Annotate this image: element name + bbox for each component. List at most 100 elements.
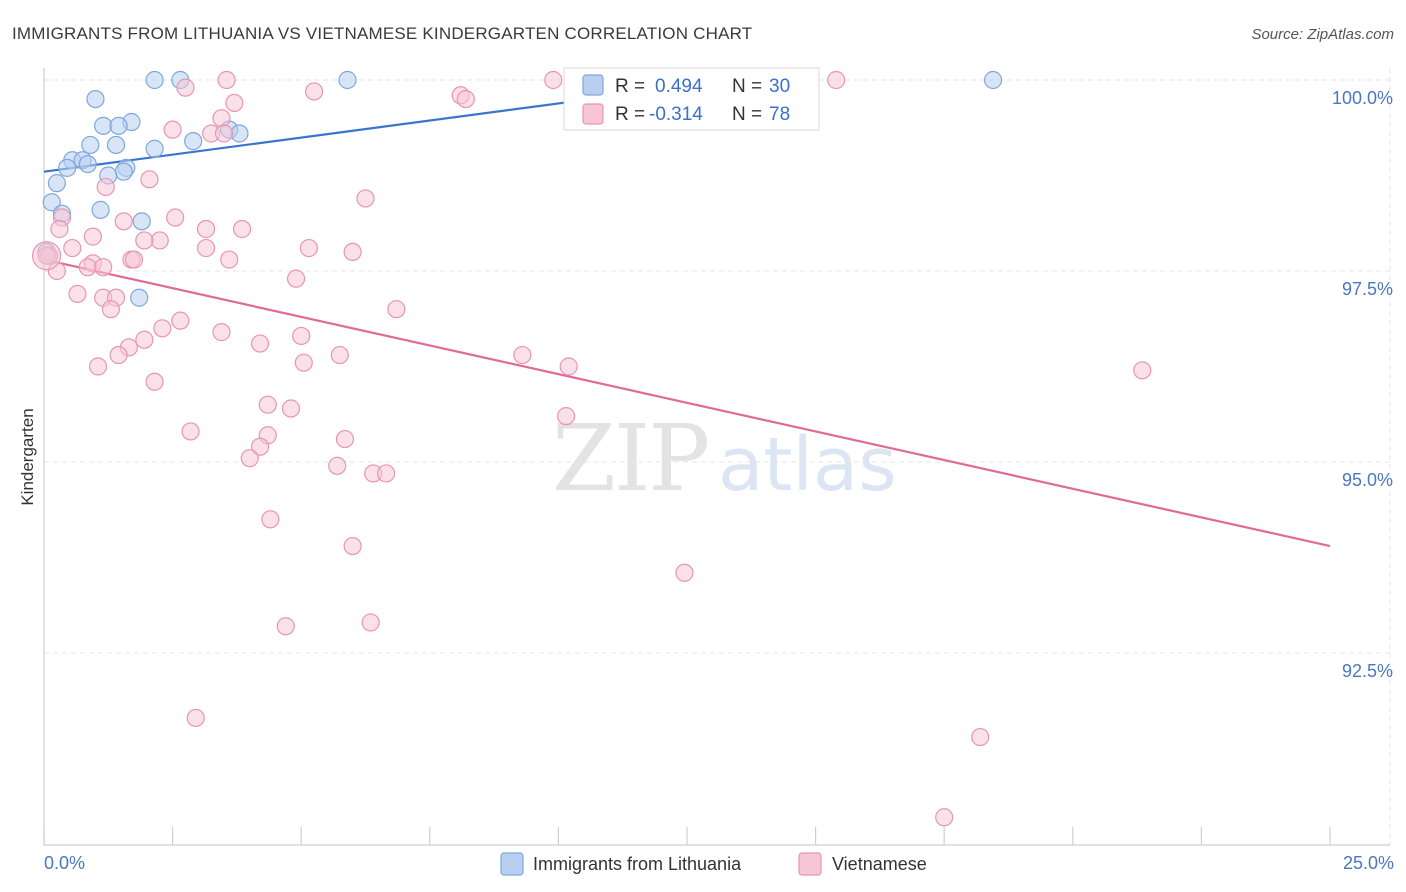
point-vietnamese <box>212 323 231 342</box>
y-tick-label-97-5: 97.5% <box>1342 279 1393 299</box>
stats-legend-r-value-pink: -0.314 <box>649 104 703 125</box>
point-vietnamese <box>240 449 259 468</box>
point-lithuania <box>230 124 249 143</box>
point-vietnamese <box>1133 361 1152 380</box>
point-lithuania <box>86 89 105 109</box>
point-vietnamese <box>935 808 954 827</box>
point-vietnamese <box>63 238 82 258</box>
stats-legend-box <box>563 67 820 131</box>
point-vietnamese <box>232 219 252 239</box>
stats-legend-n-label-pink: N = <box>732 104 762 125</box>
point-vietnamese <box>250 334 270 353</box>
stats-legend-n-value-pink: 78 <box>769 104 790 125</box>
point-vietnamese <box>276 617 295 636</box>
point-vietnamese <box>220 250 239 269</box>
point-vietnamese <box>299 238 319 258</box>
point-vietnamese <box>88 357 108 376</box>
point-lithuania <box>47 174 66 193</box>
point-vietnamese <box>50 219 69 239</box>
point-vietnamese <box>544 70 563 90</box>
point-lithuania <box>130 288 149 307</box>
point-vietnamese <box>971 727 990 747</box>
point-vietnamese <box>217 70 236 90</box>
series-legend: Immigrants from Lithuania Vietnamese <box>500 852 927 876</box>
point-vietnamese <box>181 422 200 441</box>
y-tick-label-100: 100.0% <box>1332 88 1393 108</box>
point-lithuania <box>78 154 97 174</box>
grid-layer <box>44 68 1391 845</box>
point-lithuania <box>106 135 126 155</box>
stats-legend-r-label-pink: R = <box>615 104 645 125</box>
stats-legend: R = 0.494 N = 30 R = -0.314 N = 78 <box>563 67 820 131</box>
watermark-zip: ZIP <box>552 405 708 512</box>
chart-title: IMMIGRANTS FROM LITHUANIA VS VIETNAMESE … <box>12 24 752 43</box>
point-vietnamese <box>196 219 216 239</box>
x-tick-label-min: 0.0% <box>44 853 85 873</box>
point-vietnamese <box>101 300 120 319</box>
point-vietnamese <box>559 357 578 376</box>
point-vietnamese <box>214 124 234 143</box>
point-vietnamese <box>163 120 182 139</box>
stats-legend-n-label-blue: N = <box>732 76 762 97</box>
point-vietnamese <box>109 345 128 365</box>
point-vietnamese <box>94 258 113 277</box>
point-cluster-marker <box>31 241 62 271</box>
point-vietnamese <box>330 345 349 365</box>
point-vietnamese <box>456 89 475 109</box>
series-legend-swatch-lithuania <box>500 852 524 876</box>
point-vietnamese <box>186 708 205 728</box>
point-lithuania <box>338 70 357 90</box>
point-vietnamese <box>250 437 270 456</box>
point-vietnamese <box>83 227 102 246</box>
point-vietnamese <box>292 326 311 346</box>
stats-legend-swatch-blue <box>582 74 604 96</box>
point-vietnamese <box>258 395 277 414</box>
point-vietnamese <box>294 353 313 372</box>
point-lithuania <box>145 139 164 158</box>
point-lithuania <box>114 162 133 181</box>
points-layer <box>31 70 1152 827</box>
point-vietnamese <box>153 319 172 338</box>
y-tick-label-92-5: 92.5% <box>1342 661 1393 681</box>
point-vietnamese <box>78 258 97 277</box>
point-vietnamese <box>114 212 133 231</box>
point-vietnamese <box>140 170 159 189</box>
point-vietnamese <box>281 399 301 418</box>
stats-legend-r-label-blue: R = <box>615 76 645 97</box>
point-vietnamese <box>212 109 231 128</box>
point-vietnamese <box>513 345 532 365</box>
point-vietnamese <box>376 464 396 483</box>
point-vietnamese <box>286 269 306 288</box>
point-lithuania <box>42 193 61 212</box>
point-vietnamese <box>150 231 169 250</box>
point-lithuania <box>91 200 110 219</box>
chart-source: Source: ZipAtlas.com <box>1251 26 1394 43</box>
point-vietnamese <box>96 177 115 197</box>
stats-legend-r-value-blue: 0.494 <box>655 76 703 97</box>
point-lithuania <box>81 135 100 155</box>
y-tick-label-95: 95.0% <box>1342 470 1393 490</box>
point-vietnamese <box>124 250 144 269</box>
point-lithuania <box>184 132 203 151</box>
point-lithuania <box>145 70 164 90</box>
point-lithuania <box>983 70 1003 90</box>
watermark-atlas: atlas <box>718 422 897 508</box>
point-vietnamese <box>361 613 380 632</box>
point-lithuania <box>132 212 151 231</box>
point-vietnamese <box>827 70 846 90</box>
point-vietnamese <box>675 563 694 582</box>
point-vietnamese <box>387 300 406 319</box>
series-legend-label-lithuania: Immigrants from Lithuania <box>533 854 742 874</box>
stats-legend-n-value-blue: 30 <box>769 76 790 97</box>
point-vietnamese <box>304 82 324 101</box>
x-tick-label-max: 25.0% <box>1343 853 1394 873</box>
series-legend-label-vietnamese: Vietnamese <box>832 854 927 874</box>
point-vietnamese <box>343 242 362 261</box>
point-vietnamese <box>166 208 185 227</box>
point-vietnamese <box>261 510 280 529</box>
y-axis-title: Kindergarten <box>18 408 37 505</box>
point-lithuania <box>58 158 77 177</box>
point-vietnamese <box>68 284 87 304</box>
point-lithuania <box>94 116 113 135</box>
